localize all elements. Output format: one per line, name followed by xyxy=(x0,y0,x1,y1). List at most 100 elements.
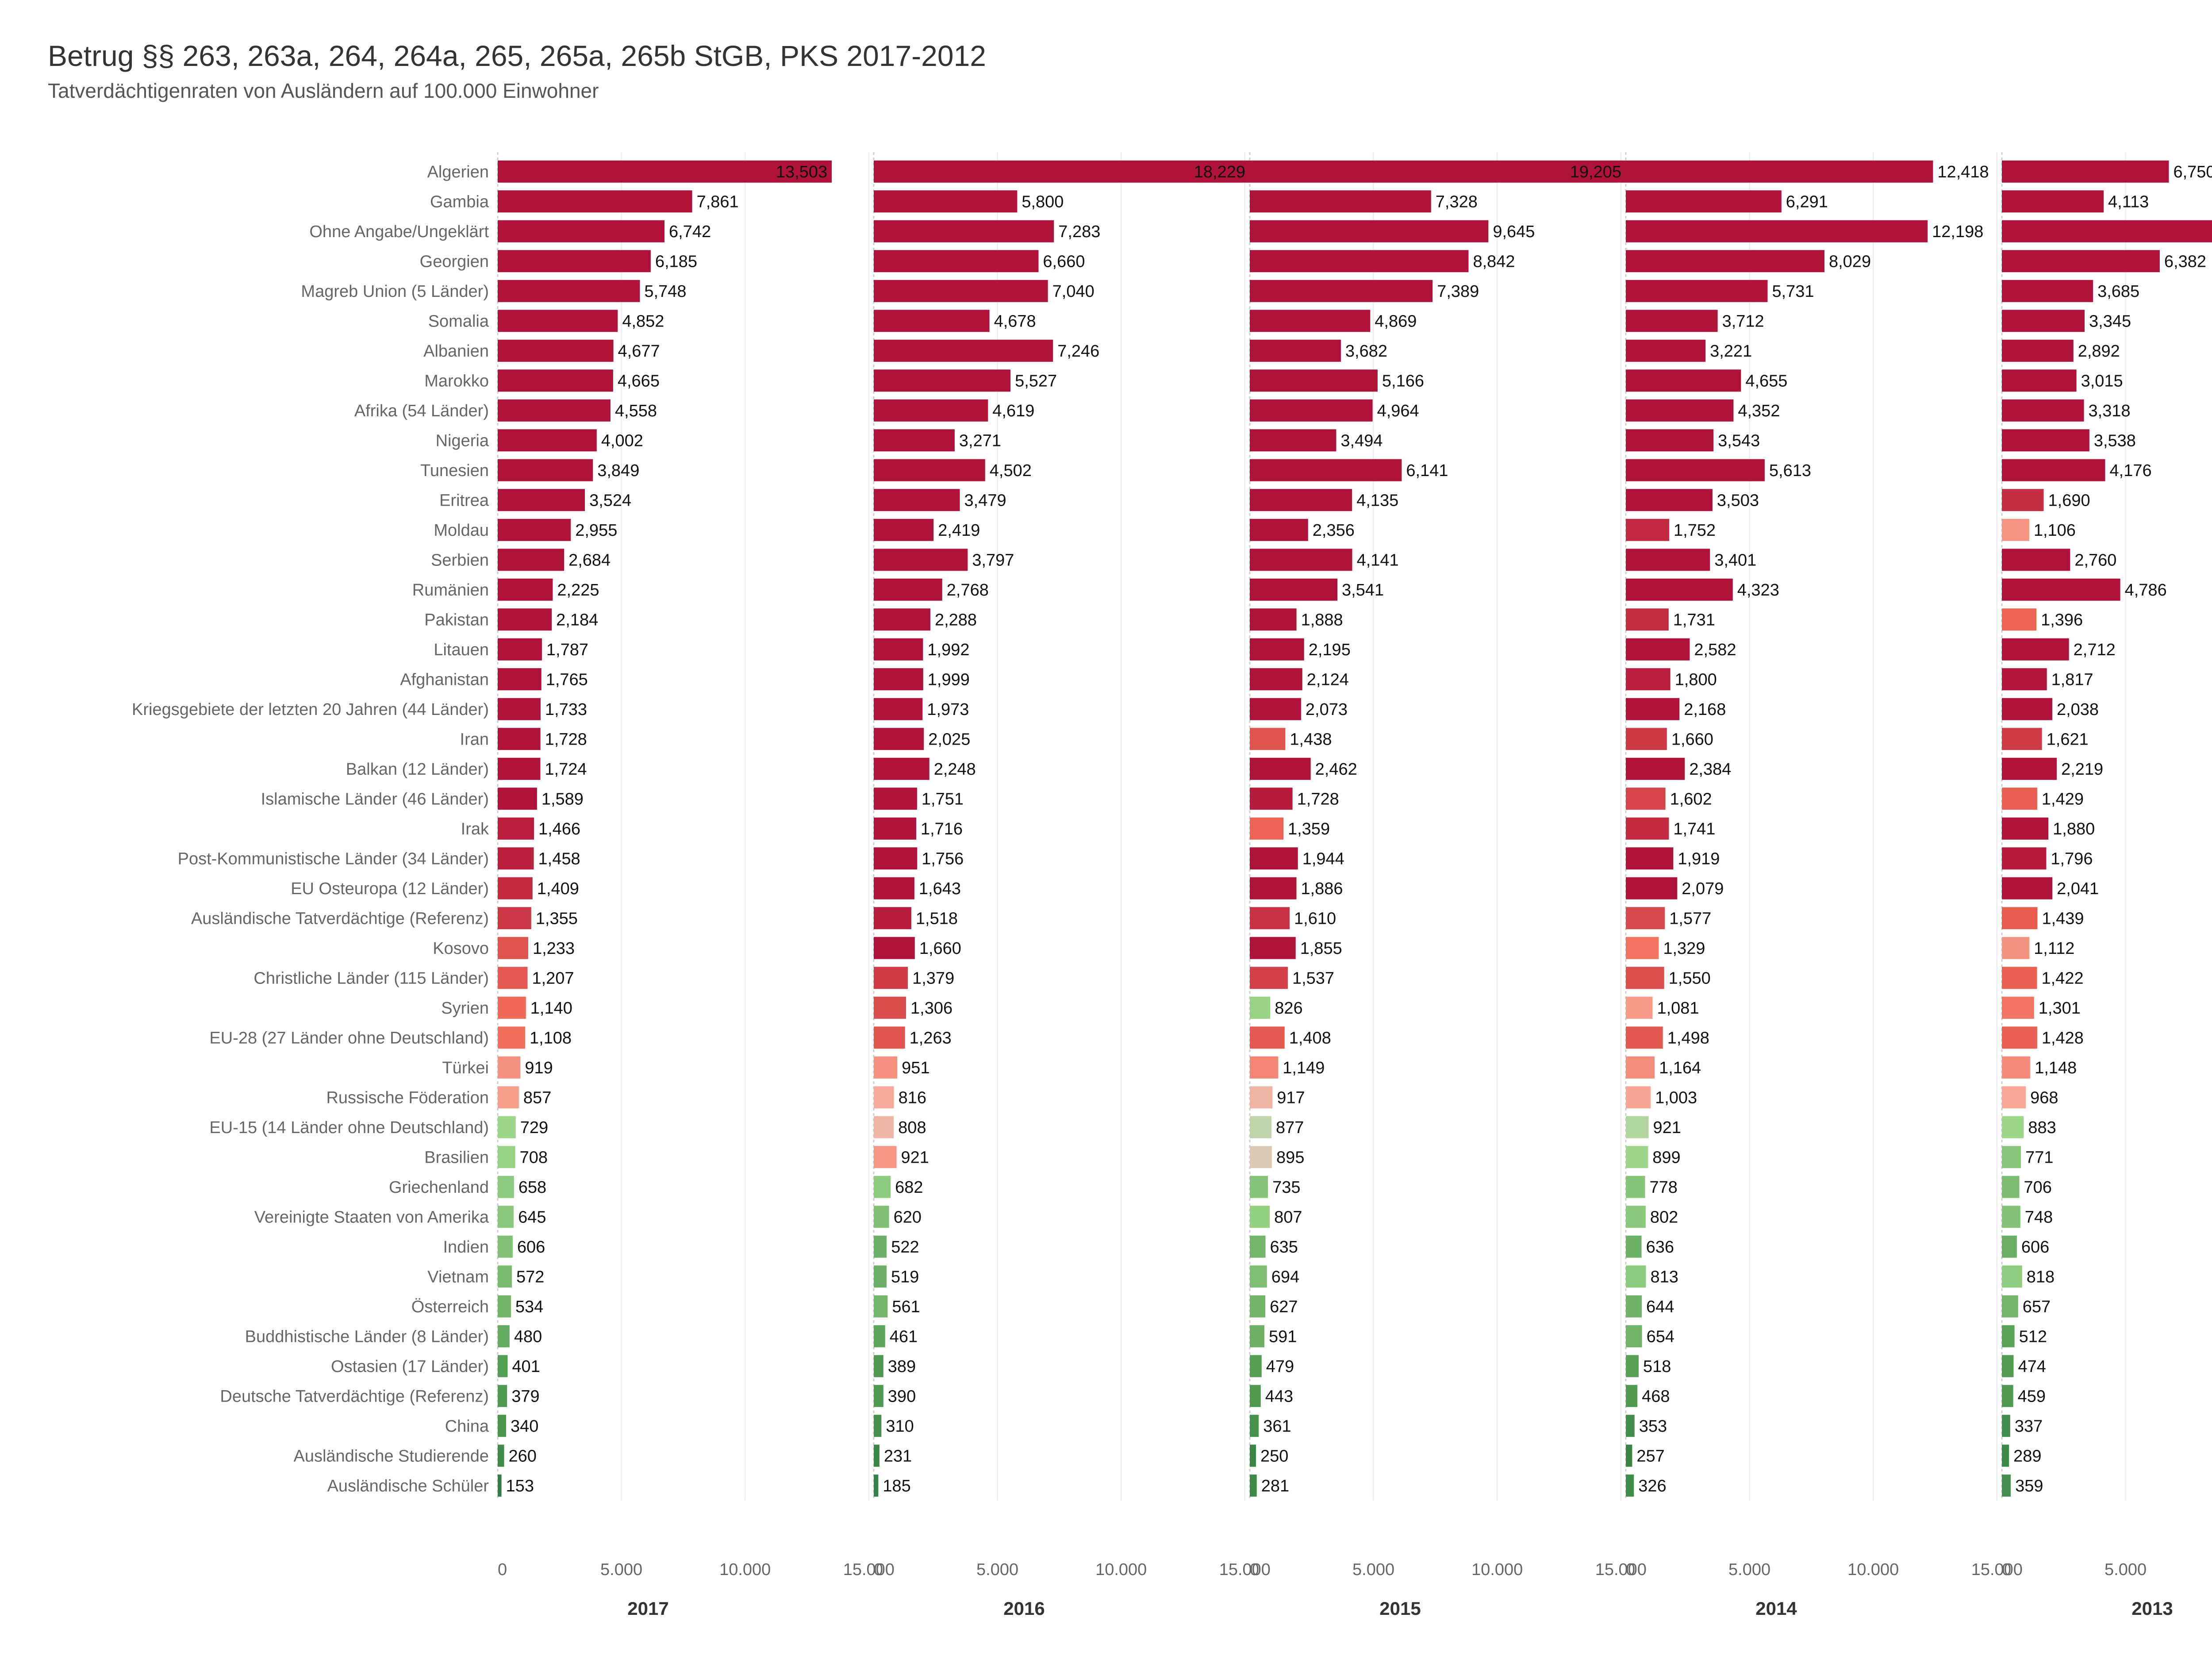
data-label: 257 xyxy=(1636,1447,1664,1465)
bar xyxy=(1250,280,1433,302)
data-label: 4,852 xyxy=(622,312,664,330)
category-label: Eritrea xyxy=(439,491,489,510)
bar xyxy=(2002,190,2104,213)
bar xyxy=(1626,817,1669,840)
x-tick-label: 5.000 xyxy=(1352,1560,1394,1579)
data-label: 808 xyxy=(898,1118,926,1137)
data-label: 185 xyxy=(883,1477,910,1495)
bar xyxy=(1250,907,1290,930)
bar xyxy=(1250,967,1288,989)
data-label: 260 xyxy=(509,1447,537,1465)
data-label: 657 xyxy=(2023,1298,2051,1316)
data-label: 3,797 xyxy=(972,551,1014,569)
data-label: 18,229 xyxy=(1194,163,1245,181)
data-label: 1,621 xyxy=(2047,730,2089,749)
bar xyxy=(2002,967,2037,989)
data-label: 2,195 xyxy=(1309,641,1351,659)
bar xyxy=(1626,1235,1642,1258)
category-label: Kriegsgebiete der letzten 20 Jahren (44 … xyxy=(132,700,489,719)
bar xyxy=(874,339,1053,362)
data-label: 2,384 xyxy=(1689,760,1731,779)
x-tick-label: 5.000 xyxy=(2104,1560,2147,1579)
data-label: 857 xyxy=(523,1088,551,1107)
bar xyxy=(1626,250,1824,273)
category-label: Ausländische Tatverdächtige (Referenz) xyxy=(191,909,489,928)
bar xyxy=(874,698,923,720)
bar xyxy=(874,160,1250,183)
bar xyxy=(2002,698,2052,720)
data-label: 1,602 xyxy=(1670,790,1712,808)
bar xyxy=(2002,1206,2020,1228)
x-tick-label: 10.000 xyxy=(1095,1560,1147,1579)
data-label: 459 xyxy=(2018,1387,2046,1406)
data-label: 12,418 xyxy=(1937,163,1989,181)
data-label: 921 xyxy=(901,1148,929,1167)
data-label: 231 xyxy=(884,1447,912,1465)
bar xyxy=(498,788,537,810)
bar xyxy=(1250,1325,1265,1348)
data-label: 3,271 xyxy=(959,431,1001,450)
data-label: 1,765 xyxy=(546,670,588,689)
data-label: 9,645 xyxy=(1493,223,1535,241)
data-label: 635 xyxy=(1270,1238,1298,1257)
bar xyxy=(498,817,534,840)
data-label: 1,081 xyxy=(1657,999,1699,1018)
bar xyxy=(498,1385,507,1407)
bar xyxy=(1626,578,1733,601)
data-label: 4,655 xyxy=(1745,372,1787,390)
data-label: 479 xyxy=(1266,1357,1294,1376)
bar xyxy=(874,907,911,930)
data-label: 572 xyxy=(516,1268,544,1286)
data-label: 3,541 xyxy=(1342,581,1384,599)
bar xyxy=(1250,1265,1267,1288)
data-label: 1,164 xyxy=(1659,1059,1701,1077)
data-label: 1,919 xyxy=(1678,849,1720,868)
bar xyxy=(1250,339,1341,362)
bar xyxy=(1626,489,1713,511)
bar xyxy=(498,220,665,242)
data-label: 818 xyxy=(2027,1268,2055,1286)
bar xyxy=(1626,967,1664,989)
category-label: Pakistan xyxy=(424,611,489,629)
bar xyxy=(1626,907,1665,930)
data-label: 645 xyxy=(518,1208,546,1226)
bar xyxy=(1250,847,1298,870)
data-label: 2,038 xyxy=(2057,700,2099,719)
data-label: 468 xyxy=(1642,1387,1670,1406)
x-tick-label: 0 xyxy=(498,1560,507,1579)
data-label: 340 xyxy=(511,1417,538,1436)
bar xyxy=(1626,1176,1645,1198)
category-label: Russische Föderation xyxy=(326,1088,489,1107)
category-label: Irak xyxy=(461,820,489,838)
bar xyxy=(1626,668,1671,691)
data-label: 1,408 xyxy=(1289,1029,1331,1047)
bar xyxy=(1250,788,1293,810)
data-label: 1,886 xyxy=(1301,880,1343,898)
bar xyxy=(874,1414,882,1437)
category-label: Buddhistische Länder (8 Länder) xyxy=(245,1327,489,1346)
bar xyxy=(2002,220,2212,242)
data-label: 4,869 xyxy=(1375,312,1417,330)
data-label: 443 xyxy=(1265,1387,1293,1406)
bar xyxy=(1626,1295,1642,1318)
x-tick-label: 5.000 xyxy=(1728,1560,1770,1579)
bar xyxy=(874,250,1039,273)
data-label: 8,029 xyxy=(1829,252,1871,271)
bar xyxy=(2002,369,2077,392)
x-tick-label: 0 xyxy=(2002,1560,2011,1579)
bar xyxy=(874,1385,883,1407)
data-label: 1,148 xyxy=(2035,1059,2077,1077)
data-label: 2,892 xyxy=(2078,342,2120,361)
data-label: 19,205 xyxy=(1570,163,1621,181)
data-label: 390 xyxy=(888,1387,916,1406)
data-label: 1,108 xyxy=(530,1029,572,1047)
bar xyxy=(498,907,531,930)
data-label: 2,025 xyxy=(928,730,970,749)
data-label: 5,527 xyxy=(1015,372,1057,390)
data-label: 1,944 xyxy=(1302,849,1344,868)
data-label: 2,073 xyxy=(1306,700,1348,719)
bar xyxy=(1626,1206,1646,1228)
category-label: Ausländische Schüler xyxy=(327,1477,489,1495)
bar xyxy=(1626,1265,1646,1288)
